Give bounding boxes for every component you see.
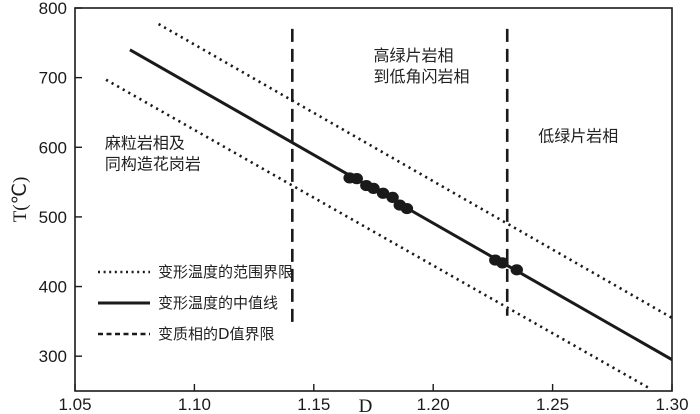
region-label-0-1: 同构造花岗岩 bbox=[105, 155, 201, 174]
region-label-2-0: 低绿片岩相 bbox=[538, 127, 618, 146]
y-tick-label-2: 500 bbox=[39, 208, 67, 227]
axes: 1.05 1.10 1.15 1.20 1.25 1.30 300 400 500 600 700 8… bbox=[10, 0, 689, 414]
data-point-9 bbox=[496, 257, 509, 269]
series-line-dotted-2 bbox=[105, 78, 649, 389]
legend-label-2: 变质相的D值界限 bbox=[158, 325, 275, 343]
x-tick-label-2: 1.15 bbox=[297, 395, 330, 414]
data-points bbox=[343, 172, 523, 276]
legend-label-1: 变形温度的中值线 bbox=[158, 294, 278, 312]
x-tick-label-1: 1.10 bbox=[178, 395, 211, 414]
y-tick-label-3: 600 bbox=[39, 138, 67, 157]
data-point-10 bbox=[510, 264, 523, 276]
x-tick-label-3: 1.20 bbox=[417, 395, 450, 414]
legend-label-0: 变形温度的范围界限 bbox=[158, 263, 293, 281]
x-tick-label-5: 1.30 bbox=[655, 395, 688, 414]
x-tick-label-0: 1.05 bbox=[58, 395, 91, 414]
region-label-1-0: 高绿片岩相 bbox=[374, 46, 454, 65]
region-label-1-1: 到低角闪岩相 bbox=[374, 67, 470, 86]
x-axis-title: D bbox=[359, 396, 373, 414]
data-point-4 bbox=[376, 187, 390, 199]
x-tick-label-4: 1.25 bbox=[536, 395, 569, 414]
y-tick-label-0: 300 bbox=[39, 347, 67, 366]
data-point-1 bbox=[350, 173, 363, 185]
series-line-dotted-1 bbox=[157, 22, 672, 320]
y-tick-label-5: 800 bbox=[39, 0, 67, 18]
data-point-5 bbox=[386, 191, 399, 204]
y-axis-title: T(℃) bbox=[10, 177, 31, 223]
y-tick-label-4: 700 bbox=[39, 69, 67, 88]
plot-frame bbox=[74, 7, 673, 392]
y-tick-label-1: 400 bbox=[39, 278, 67, 297]
region-label-0-0: 麻粒岩相及 bbox=[105, 134, 185, 153]
data-point-7 bbox=[400, 202, 414, 215]
data-point-3 bbox=[367, 182, 380, 194]
